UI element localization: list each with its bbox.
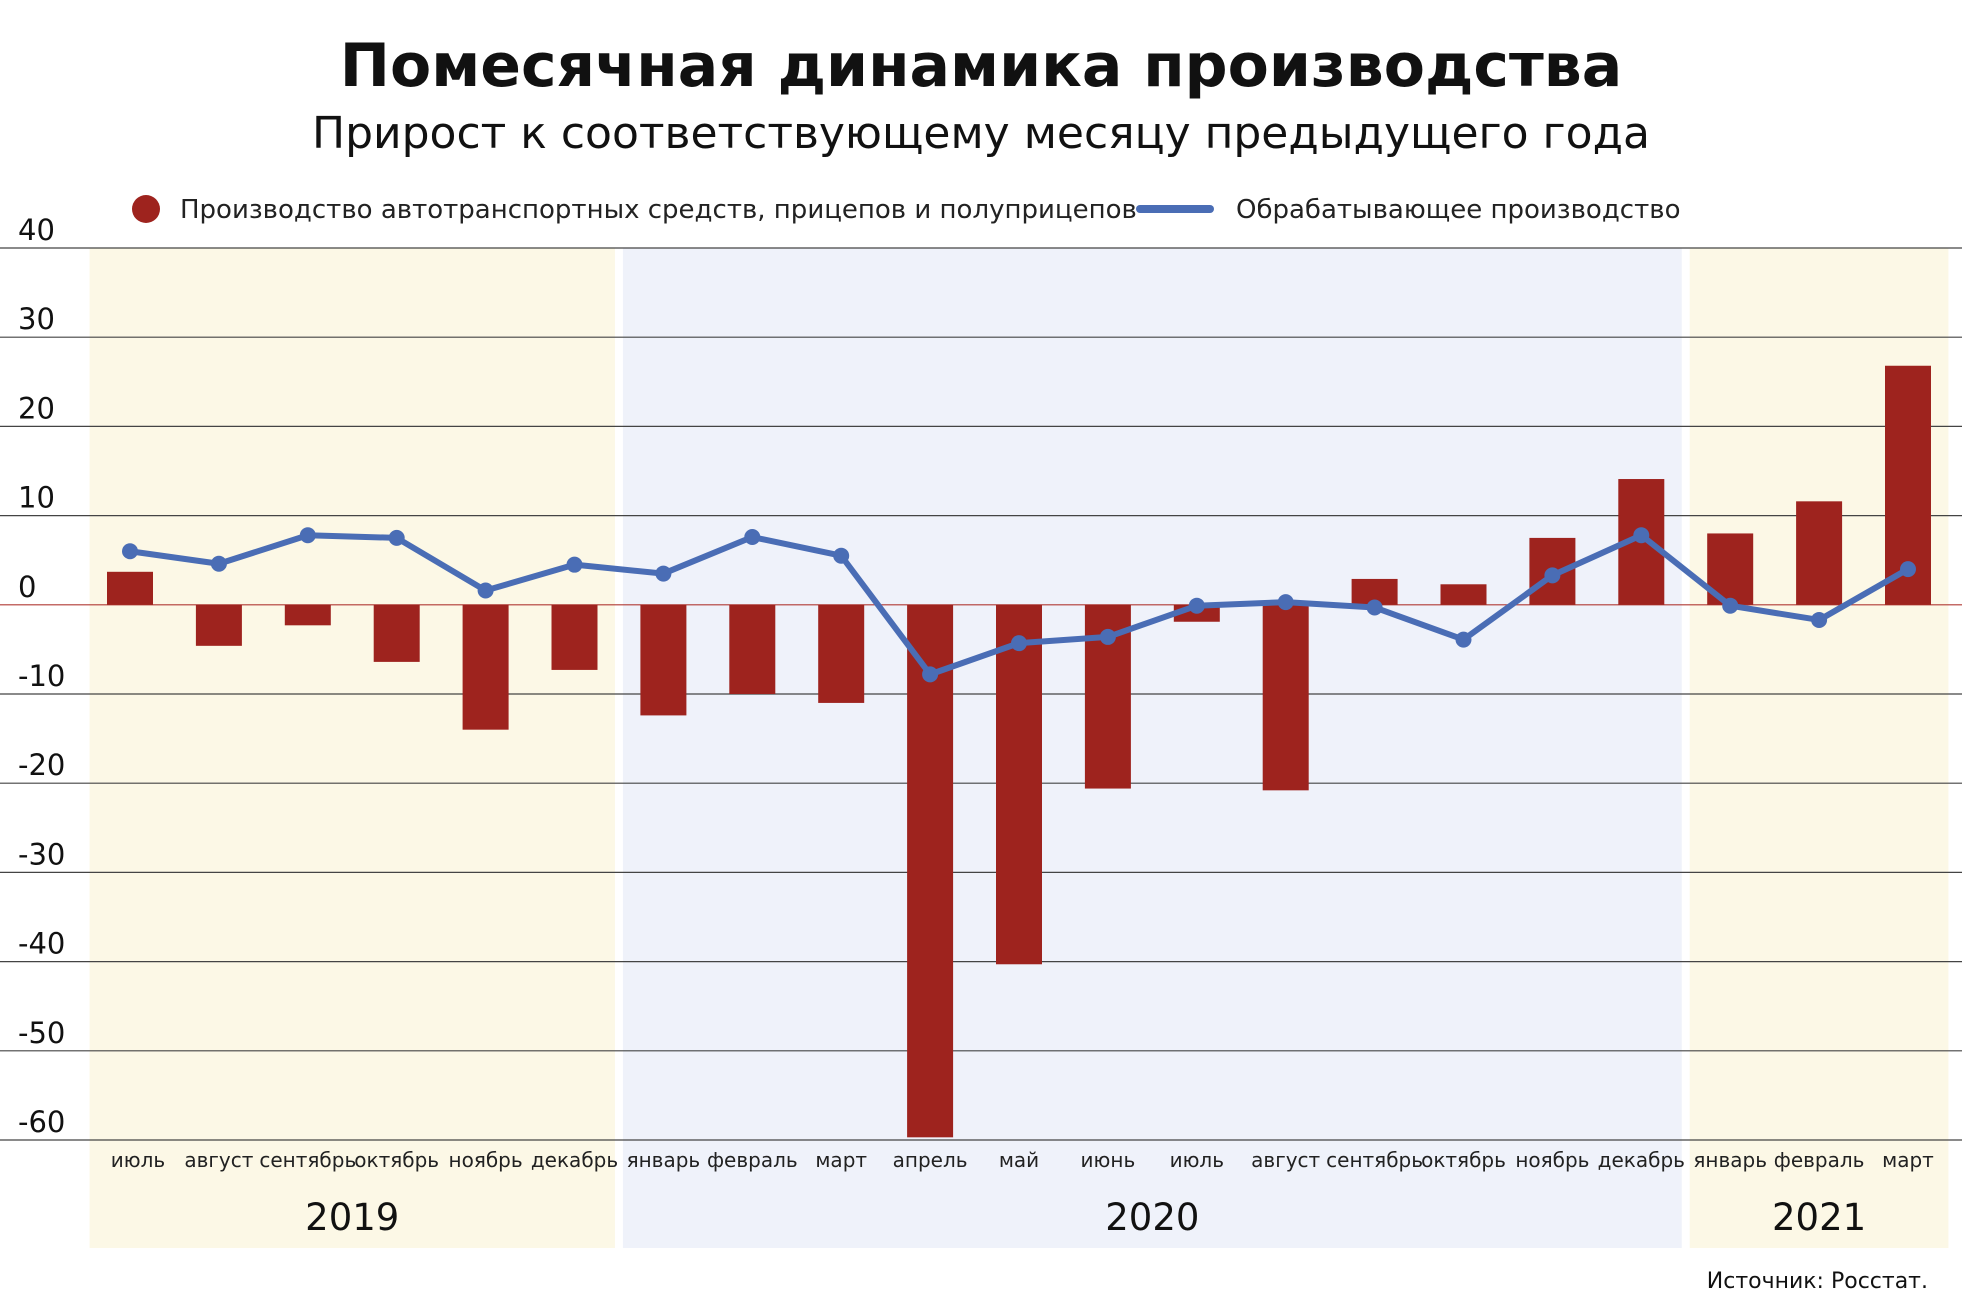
year-label: 2020 [1105,1196,1199,1239]
x-tick-label: апрель [893,1148,968,1172]
y-tick-label: -10 [18,659,65,693]
line-point [1277,594,1294,611]
source-note: Источник: Росстат. [1707,1269,1928,1294]
line-point [1811,611,1828,628]
line-point [122,543,138,560]
x-tick-label: февраль [1774,1148,1865,1172]
line-point [566,556,583,573]
bar [107,571,153,605]
x-tick-label: декабрь [1598,1148,1685,1172]
bar [284,604,331,626]
x-tick-label: январь [627,1148,701,1172]
x-tick-label: февраль [707,1148,798,1172]
x-tick-label: июль [1170,1148,1224,1172]
legend-bar-marker [132,195,160,223]
line-point [1544,567,1561,584]
chart-title: Помесячная динамика производства [340,31,1622,101]
year-backgrounds [89,248,1949,1248]
x-tick-label: октябрь [1421,1148,1506,1172]
legend-line-label: Обрабатывающее производство [1236,195,1680,225]
line-point [1099,628,1116,645]
bar [907,604,954,1138]
year-panel-2020 [622,248,1682,1248]
legend: Производство автотранспортных средств, п… [132,195,1680,225]
year-label: 2021 [1772,1196,1866,1239]
y-tick-label: 40 [18,213,55,247]
y-tick-label: -60 [18,1105,65,1139]
line-point [655,565,672,582]
x-tick-label: март [815,1148,867,1172]
x-tick-label: ноябрь [1515,1148,1589,1172]
year-label: 2019 [305,1196,399,1239]
line-point [1366,599,1383,616]
line-point [210,555,227,572]
x-tick-label: ноябрь [449,1148,523,1172]
bar [1440,584,1487,605]
y-tick-label: 20 [18,391,55,425]
line-point [1722,597,1739,614]
bar [462,604,509,730]
x-tick-label: август [184,1148,253,1172]
x-tick-label: сентябрь [1326,1148,1423,1172]
y-tick-label: -50 [18,1016,65,1050]
axis-labels: 2019 2020 2021 40 30 20 10 0 -10 -20 -30 -40 -50 -60 и… [18,213,1934,1239]
x-tick-label: сентябрь [259,1148,356,1172]
line-point [477,582,494,599]
y-tick-label: 10 [18,481,55,515]
bar [729,604,776,694]
line-point [1633,527,1650,544]
y-tick-label: 30 [18,302,55,336]
line-point [388,529,405,546]
bar [1262,604,1309,791]
bar [551,604,598,670]
y-tick-label: -30 [18,837,65,871]
x-tick-label: июль [111,1148,165,1172]
x-tick-label: март [1882,1148,1934,1172]
y-tick-label: -20 [18,748,65,782]
line-point [833,547,850,564]
y-tick-label: -40 [18,927,65,961]
line-series [122,527,1916,683]
x-tick-label: июнь [1081,1148,1136,1172]
bar [818,604,865,703]
bar [195,604,242,646]
x-tick-label: август [1251,1148,1320,1172]
line-point [1900,561,1916,578]
bar [1796,501,1843,605]
bar-series [107,365,1931,1138]
line-point [744,529,761,546]
y-tick-label: 0 [18,570,36,604]
x-tick-label: май [999,1148,1039,1172]
x-tick-label: декабрь [531,1148,618,1172]
legend-bar-label: Производство автотранспортных средств, п… [180,195,1137,225]
year-panel-2019 [89,248,615,1248]
bar [640,604,687,716]
line-point [1011,635,1027,652]
line-point [1188,597,1205,614]
bar [996,604,1042,965]
x-tick-label: январь [1693,1148,1767,1172]
x-tick-label: октябрь [354,1148,439,1172]
bar [373,604,420,662]
line-point [1455,631,1472,648]
chart-subtitle: Прирост к соответствующему месяцу предыд… [312,108,1650,159]
line-point [922,666,939,683]
line-point [299,527,316,544]
